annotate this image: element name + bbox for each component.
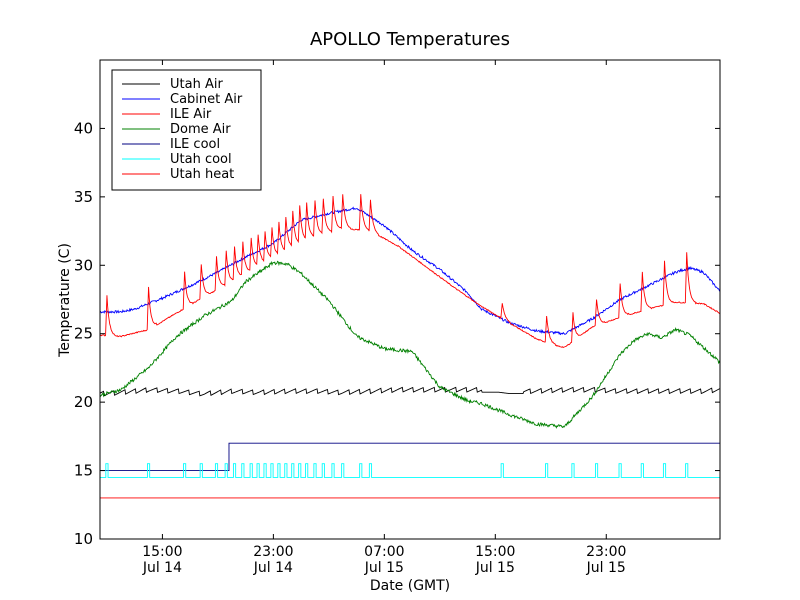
legend-label: Dome Air: [170, 122, 231, 137]
chart-title: APOLLO Temperatures: [310, 29, 510, 50]
legend-label: Utah cool: [170, 152, 232, 167]
y-tick-label: 10: [74, 530, 93, 548]
legend-label: Utah Air: [170, 77, 223, 92]
series-line-ile-cool: [100, 442, 720, 472]
y-tick-label: 35: [74, 188, 93, 206]
x-axis-label: Date (GMT): [370, 578, 450, 594]
legend-box: [111, 69, 262, 191]
series-line-utah-air: [100, 386, 720, 397]
legend-label: Cabinet Air: [170, 92, 243, 107]
x-tick-label-date: Jul 15: [586, 560, 626, 576]
series-line-dome-air: [100, 260, 720, 429]
y-tick-label: 15: [74, 462, 93, 480]
legend-label: Utah heat: [170, 167, 234, 182]
x-tick-label-time: 07:00: [364, 544, 404, 560]
x-tick-label-date: Jul 14: [253, 560, 293, 576]
series-line-ile-air: [100, 194, 720, 349]
x-tick-label-time: 23:00: [253, 544, 293, 560]
series-line-cabinet-air: [100, 206, 720, 336]
legend-label: ILE Air: [170, 107, 212, 122]
x-tick-label-date: Jul 15: [364, 560, 404, 576]
x-tick-label-time: 15:00: [475, 544, 515, 560]
y-axis-label: Temperature (C): [57, 243, 73, 358]
y-tick-label: 30: [74, 256, 93, 274]
legend-label: ILE cool: [170, 137, 220, 152]
y-tick-label: 40: [74, 119, 93, 137]
x-tick-label-time: 23:00: [586, 544, 626, 560]
x-tick-label-date: Jul 14: [142, 560, 182, 576]
x-tick-label-date: Jul 15: [475, 560, 515, 576]
series-line-utah-cool: [100, 463, 720, 478]
series-layer: [100, 194, 720, 499]
y-tick-label: 20: [74, 393, 93, 411]
plot-area: [100, 194, 720, 499]
plot-frame: [99, 59, 721, 540]
y-tick-label: 25: [74, 325, 93, 343]
x-tick-label-time: 15:00: [142, 544, 182, 560]
